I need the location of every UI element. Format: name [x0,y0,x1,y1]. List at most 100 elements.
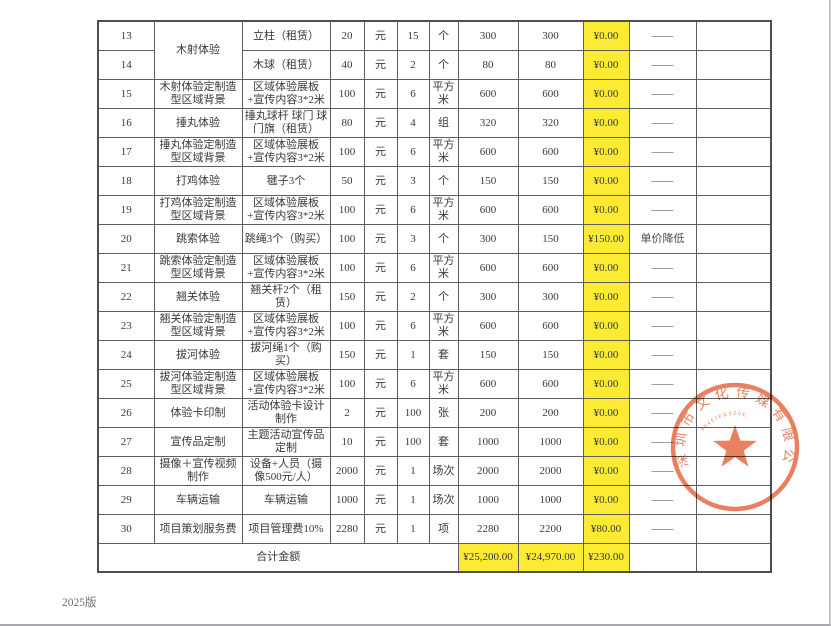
item-description: 区域体验展板+宣传内容3*2米 [241,79,331,109]
table-row: 18 打鸡体验 毽子3个 50 元 3 个 150 150 ¥0.00 —— [97,166,772,196]
row-number: 30 [97,514,155,544]
extra-cell [695,456,772,486]
item-description: 主题活动宣传品定制 [241,427,331,457]
amount-final: 2000 [517,456,584,486]
currency-unit: 元 [363,485,398,515]
currency-unit: 元 [363,369,398,399]
row-number: 27 [97,427,155,457]
remark: —— [628,514,697,544]
currency-unit: 元 [363,166,398,196]
currency-unit: 元 [363,282,398,312]
amount-final: 600 [517,137,584,167]
table-row: 21 跳索体验定制造型区域背景 区域体验展板+宣传内容3*2米 100 元 6 平方米 600… [97,253,772,283]
total-diff: ¥230.00 [582,543,630,573]
unit-price: 100 [329,253,365,283]
amount-budget: 1000 [457,427,519,457]
item-name: 跳索体验定制造型区域背景 [153,253,243,283]
quantity: 15 [396,20,430,51]
amount-budget: 600 [457,311,519,341]
quantity: 100 [396,398,430,428]
quantity: 3 [396,224,430,254]
row-number: 25 [97,369,155,399]
extra-cell [695,224,772,254]
amount-budget: 600 [457,79,519,109]
table-row: 22 翘关体验 翘关杆2个（租赁） 150 元 2 个 300 300 ¥0.00 —— [97,282,772,312]
amount-final: 150 [517,224,584,254]
unit-price: 100 [329,137,365,167]
unit-price: 2 [329,398,365,428]
remark: —— [628,340,697,370]
quantity: 6 [396,137,430,167]
amount-diff: ¥0.00 [582,137,630,167]
unit-price: 100 [329,224,365,254]
quantity: 2 [396,50,430,80]
amount-diff: ¥0.00 [582,253,630,283]
unit-price: 100 [329,311,365,341]
measure-unit: 个 [428,20,459,51]
amount-diff: ¥0.00 [582,50,630,80]
item-name: 打鸡体验定制造型区域背景 [153,195,243,225]
extra-cell [695,50,772,80]
item-name: 摄像＋宣传视频制作 [153,456,243,486]
row-number: 13 [97,20,155,51]
unit-price: 20 [329,20,365,51]
total-remark-empty [628,543,697,573]
quantity: 3 [396,166,430,196]
item-name: 跳索体验 [153,224,243,254]
row-number: 26 [97,398,155,428]
extra-cell [695,485,772,515]
currency-unit: 元 [363,514,398,544]
amount-budget: 600 [457,195,519,225]
quote-table-body: 13 木射体验 立柱（租赁） 20 元 15 个 300 300 ¥0.00 —— 14 木球（租赁） 4… [97,20,772,544]
amount-budget: 300 [457,224,519,254]
currency-unit: 元 [363,108,398,138]
quantity: 1 [396,514,430,544]
extra-cell [695,137,772,167]
currency-unit: 元 [363,311,398,341]
currency-unit: 元 [363,20,398,51]
total-extra-empty [695,543,772,573]
amount-budget: 150 [457,166,519,196]
amount-budget: 2280 [457,514,519,544]
row-number: 19 [97,195,155,225]
currency-unit: 元 [363,79,398,109]
measure-unit: 个 [428,166,459,196]
row-number: 17 [97,137,155,167]
amount-final: 150 [517,340,584,370]
total-amount-final: ¥24,970.00 [517,543,584,573]
amount-final: 600 [517,79,584,109]
row-number: 18 [97,166,155,196]
measure-unit: 平方米 [428,137,459,167]
amount-final: 1000 [517,485,584,515]
total-row: 合计金额 ¥25,200.00 ¥24,970.00 ¥230.00 [97,543,772,573]
amount-budget: 80 [457,50,519,80]
extra-cell [695,79,772,109]
row-number: 16 [97,108,155,138]
amount-budget: 600 [457,137,519,167]
amount-diff: ¥0.00 [582,369,630,399]
unit-price: 80 [329,108,365,138]
table-row: 29 车辆运输 车辆运输 1000 元 1 场次 1000 1000 ¥0.00 —— [97,485,772,515]
measure-unit: 个 [428,50,459,80]
extra-cell [695,369,772,399]
amount-final: 2200 [517,514,584,544]
amount-budget: 2000 [457,456,519,486]
table-row: 17 捶丸体验定制造型区域背景 区域体验展板+宣传内容3*2米 100 元 6 平方米 600… [97,137,772,167]
item-description: 拔河绳1个（购买） [241,340,331,370]
item-description: 活动体验卡设计制作 [241,398,331,428]
extra-cell [695,195,772,225]
quantity: 100 [396,427,430,457]
amount-diff: ¥0.00 [582,311,630,341]
unit-price: 100 [329,369,365,399]
amount-final: 1000 [517,427,584,457]
table-row: 25 拔河体验定制造型区域背景 区域体验展板+宣传内容3*2米 100 元 6 平方米 600… [97,369,772,399]
measure-unit: 项 [428,514,459,544]
table-row: 23 翘关体验定制造型区域背景 区域体验展板+宣传内容3*2米 100 元 6 平方米 600… [97,311,772,341]
amount-diff: ¥80.00 [582,514,630,544]
row-number: 14 [97,50,155,80]
measure-unit: 套 [428,340,459,370]
amount-final: 320 [517,108,584,138]
item-description: 翘关杆2个（租赁） [241,282,331,312]
item-description: 车辆运输 [241,485,331,515]
amount-final: 600 [517,195,584,225]
